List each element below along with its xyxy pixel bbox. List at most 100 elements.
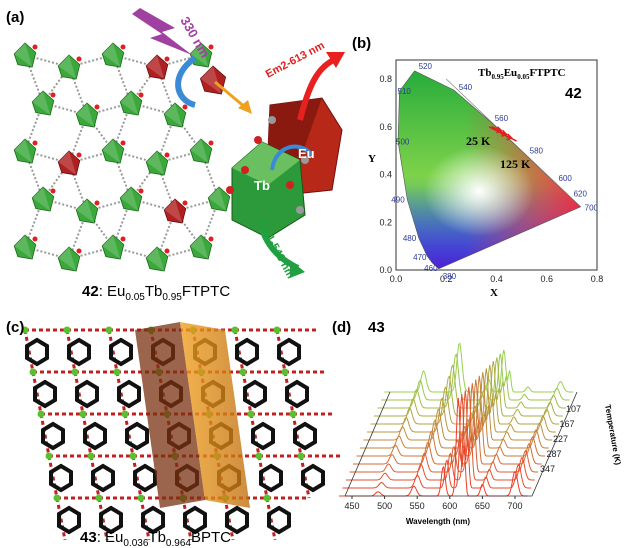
ligand bbox=[225, 505, 249, 535]
caption: 42: Eu0.05Tb0.95FTPTC bbox=[82, 283, 230, 303]
x-axis-label: X bbox=[490, 287, 498, 299]
ligand bbox=[243, 379, 267, 409]
polyhedron-face bbox=[32, 187, 51, 211]
spectrum bbox=[381, 353, 570, 401]
ligand bbox=[301, 463, 325, 493]
wavelength-label: 460 bbox=[424, 264, 438, 273]
metal bbox=[281, 368, 289, 376]
atom bbox=[50, 188, 56, 194]
polyhedron bbox=[145, 246, 169, 272]
atom bbox=[164, 152, 170, 158]
atom bbox=[254, 136, 262, 144]
arrow-head bbox=[326, 52, 345, 68]
ligand bbox=[277, 337, 301, 367]
ligand bbox=[117, 379, 141, 409]
wavelength-label: 560 bbox=[495, 114, 509, 123]
wavelength-label: 520 bbox=[419, 62, 433, 71]
plot-frame bbox=[395, 59, 598, 271]
border bbox=[446, 78, 581, 207]
polyhedron bbox=[119, 90, 143, 116]
polyhedron-face bbox=[58, 55, 77, 79]
polyhedron bbox=[119, 186, 143, 212]
transfer-arrow bbox=[270, 144, 314, 171]
polyhedron bbox=[57, 150, 81, 176]
y-tick-label: 0.2 bbox=[379, 217, 392, 227]
polyhedron-face bbox=[14, 139, 33, 163]
x-tick-label: 0.4 bbox=[490, 274, 503, 284]
spectrum bbox=[370, 364, 560, 425]
polyhedron-face bbox=[146, 55, 165, 79]
wavelength-label: 620 bbox=[574, 189, 588, 198]
ligand bbox=[67, 337, 91, 367]
metal bbox=[63, 326, 71, 334]
metal bbox=[71, 368, 79, 376]
y-tick-label: 0.4 bbox=[379, 170, 392, 180]
atom bbox=[208, 44, 214, 50]
metal bbox=[53, 494, 61, 502]
ligand bbox=[83, 421, 107, 451]
spectrum bbox=[346, 390, 535, 481]
wavelength-label: 480 bbox=[403, 234, 417, 243]
metal bbox=[273, 326, 281, 334]
cie-white bbox=[423, 146, 534, 237]
atom bbox=[120, 44, 126, 50]
wavelength-label: 600 bbox=[559, 174, 573, 183]
metal bbox=[263, 494, 271, 502]
atom bbox=[94, 200, 100, 206]
ligand bbox=[75, 379, 99, 409]
compound-number: 42 bbox=[565, 85, 582, 102]
polyhedron-face bbox=[102, 43, 121, 67]
ligand bbox=[109, 337, 133, 367]
shift-line bbox=[488, 126, 517, 142]
caption-part: Tb bbox=[145, 283, 163, 300]
cie-title: Tb0.95Eu0.05FTPTC bbox=[478, 67, 566, 81]
polyhedron bbox=[57, 246, 81, 272]
ligand bbox=[125, 421, 149, 451]
spectrum bbox=[342, 394, 532, 489]
wavelength-label: 580 bbox=[530, 147, 544, 156]
arrow-head bbox=[238, 100, 252, 114]
ligand bbox=[49, 463, 73, 493]
polyhedron-face bbox=[58, 247, 77, 271]
polyhedron-face bbox=[14, 43, 33, 67]
x-tick-label: 0.0 bbox=[390, 274, 403, 284]
wavelength-label: 700 bbox=[585, 204, 599, 213]
polyhedron bbox=[207, 186, 231, 212]
ligand bbox=[235, 337, 259, 367]
y-tick-label: 0.6 bbox=[379, 122, 392, 132]
wavelength-label: 510 bbox=[398, 87, 412, 96]
polyhedron-face bbox=[190, 235, 209, 259]
metal bbox=[137, 494, 145, 502]
axis-box bbox=[344, 391, 578, 497]
panel-label: (b) bbox=[352, 35, 371, 52]
tb-label: Tb bbox=[254, 178, 270, 193]
atom bbox=[241, 166, 249, 174]
atom bbox=[301, 156, 309, 164]
wavelength-label: 540 bbox=[459, 83, 473, 92]
atom bbox=[208, 140, 214, 146]
spectrum bbox=[384, 342, 574, 393]
atom bbox=[268, 116, 276, 124]
panel-a bbox=[13, 8, 345, 278]
polyhedron-face bbox=[200, 66, 222, 94]
x-tick-label: 0.8 bbox=[591, 274, 604, 284]
panel-c bbox=[21, 322, 343, 541]
y-tick-label: 0.0 bbox=[379, 265, 392, 275]
y-axis-label: Y bbox=[368, 153, 376, 165]
metal bbox=[37, 410, 45, 418]
temperature-tick: 227 bbox=[553, 434, 568, 444]
atom bbox=[164, 248, 170, 254]
caption-part: FTPTC bbox=[182, 283, 230, 300]
wavelength-label: 470 bbox=[413, 253, 427, 262]
metal bbox=[247, 410, 255, 418]
caption-sub: 0.95 bbox=[162, 292, 182, 303]
caption-sub: 0.05 bbox=[125, 292, 145, 303]
polyhedron-face bbox=[32, 91, 51, 115]
x-tick-label: 0.6 bbox=[540, 274, 553, 284]
caption-part: Tb bbox=[148, 529, 166, 546]
atom bbox=[76, 56, 82, 62]
metal bbox=[255, 452, 263, 460]
x-tick-label: 650 bbox=[475, 501, 490, 511]
polyhedron bbox=[31, 90, 55, 116]
